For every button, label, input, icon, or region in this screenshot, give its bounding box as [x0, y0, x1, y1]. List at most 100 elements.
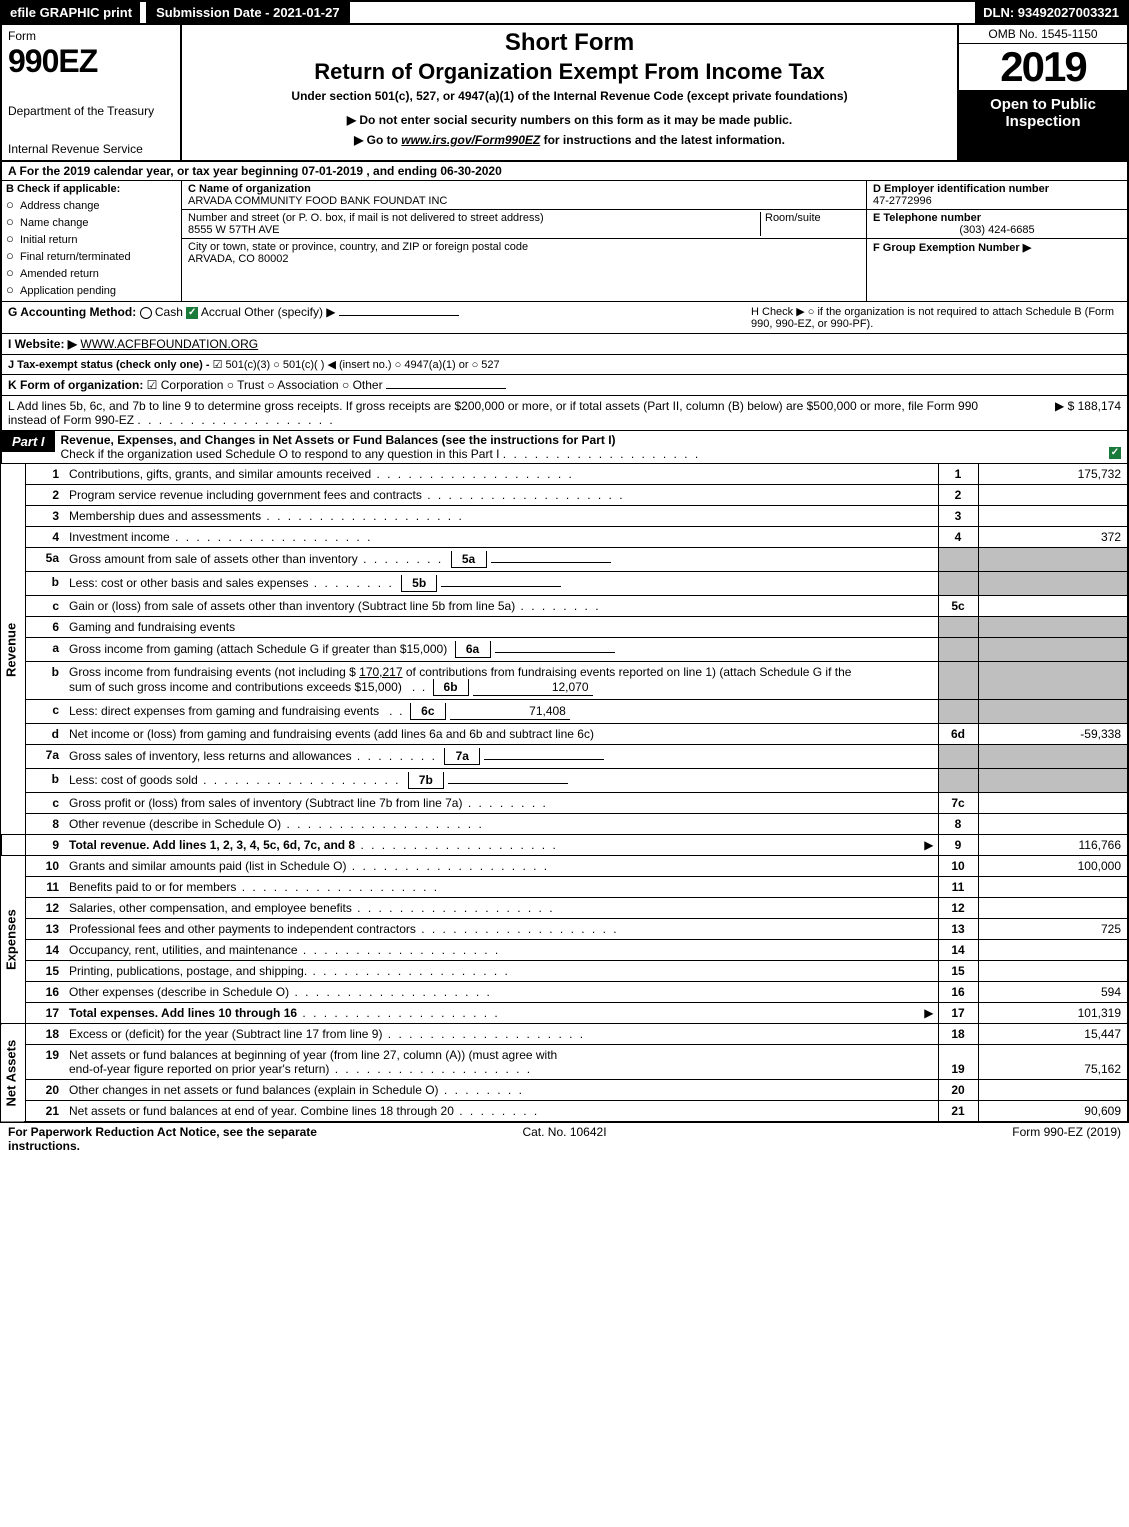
ln16-amt: 594 — [978, 982, 1128, 1003]
ln5b-ibox: 5b — [401, 575, 437, 592]
ln3-desc: Membership dues and assessments — [65, 506, 938, 527]
ln3-num: 3 — [25, 506, 65, 527]
ln21-amt: 90,609 — [978, 1101, 1128, 1123]
ln21-desc: Net assets or fund balances at end of ye… — [65, 1101, 938, 1123]
ln7b-iamt — [448, 781, 568, 784]
ln6-amt — [978, 617, 1128, 638]
ln13-desc: Professional fees and other payments to … — [65, 919, 938, 940]
ln9-num: 9 — [25, 835, 65, 856]
address-value: 8555 W 57TH AVE — [188, 224, 280, 236]
ln5b-box — [938, 572, 978, 596]
ln5b-amt — [978, 572, 1128, 596]
ln20-box: 20 — [938, 1080, 978, 1101]
ln6a-desc: Gross income from gaming (attach Schedul… — [65, 638, 938, 662]
ln6b-ibox: 6b — [433, 679, 469, 696]
ln18-desc: Excess or (deficit) for the year (Subtra… — [65, 1024, 938, 1045]
line-12: 12 Salaries, other compensation, and emp… — [1, 898, 1128, 919]
part1-title-main: Revenue, Expenses, and Changes in Net As… — [61, 433, 616, 447]
header-center: Short Form Return of Organization Exempt… — [182, 25, 957, 160]
ln15-amt — [978, 961, 1128, 982]
ln4-desc: Investment income — [65, 527, 938, 548]
ln14-box: 14 — [938, 940, 978, 961]
chk-address-change[interactable]: Address change — [6, 197, 177, 212]
sub3-pre: ▶ Go to — [354, 133, 401, 147]
footer: For Paperwork Reduction Act Notice, see … — [0, 1123, 1129, 1155]
ln11-desc: Benefits paid to or for members — [65, 877, 938, 898]
ln10-amt: 100,000 — [978, 856, 1128, 877]
cash-radio[interactable] — [140, 307, 152, 319]
l-dots — [137, 413, 334, 427]
ln7b-ibox: 7b — [408, 772, 444, 789]
header-left: Form 990EZ Department of the Treasury In… — [2, 25, 182, 160]
line-13: 13 Professional fees and other payments … — [1, 919, 1128, 940]
section-c: C Name of organization ARVADA COMMUNITY … — [182, 181, 867, 301]
ln12-box: 12 — [938, 898, 978, 919]
group-label: F Group Exemption Number ▶ — [873, 242, 1031, 254]
ln6a-num: a — [25, 638, 65, 662]
ln6a-iamt — [495, 650, 615, 653]
ln19-amt: 75,162 — [978, 1045, 1128, 1080]
ln20-amt — [978, 1080, 1128, 1101]
city-row: City or town, state or province, country… — [182, 239, 866, 267]
form-word: Form — [8, 29, 174, 43]
ln5b-num: b — [25, 572, 65, 596]
ln5a-num: 5a — [25, 548, 65, 572]
ln7a-ibox: 7a — [444, 748, 480, 765]
chk-initial-return[interactable]: Initial return — [6, 231, 177, 246]
chk-final-return[interactable]: Final return/terminated — [6, 248, 177, 263]
ln5b-desc: Less: cost or other basis and sales expe… — [65, 572, 938, 596]
line-5c: c Gain or (loss) from sale of assets oth… — [1, 596, 1128, 617]
line-7c: c Gross profit or (loss) from sales of i… — [1, 793, 1128, 814]
line-4: 4 Investment income 4 372 — [1, 527, 1128, 548]
ln6a-ibox: 6a — [455, 641, 491, 658]
netassets-side-label: Net Assets — [1, 1024, 25, 1123]
footer-center: Cat. No. 10642I — [379, 1125, 750, 1153]
irs-link[interactable]: www.irs.gov/Form990EZ — [401, 133, 540, 147]
ln6c-num: c — [25, 700, 65, 724]
chk-application-pending[interactable]: Application pending — [6, 282, 177, 297]
ln10-box: 10 — [938, 856, 978, 877]
org-name-value: ARVADA COMMUNITY FOOD BANK FOUNDAT INC — [188, 195, 447, 207]
part1-label: Part I — [2, 431, 55, 452]
other-underline — [339, 315, 459, 316]
ln17-amt: 101,319 — [978, 1003, 1128, 1024]
line-6: 6 Gaming and fundraising events — [1, 617, 1128, 638]
line-11: 11 Benefits paid to or for members 11 — [1, 877, 1128, 898]
ln6d-desc: Net income or (loss) from gaming and fun… — [65, 724, 938, 745]
ln6-num: 6 — [25, 617, 65, 638]
ln12-amt — [978, 898, 1128, 919]
ln10-num: 10 — [25, 856, 65, 877]
accrual-check[interactable]: ✓ — [186, 307, 198, 319]
ln7c-desc: Gross profit or (loss) from sales of inv… — [65, 793, 938, 814]
subtitle-1: Under section 501(c), 527, or 4947(a)(1)… — [190, 89, 949, 103]
dept-irs: Internal Revenue Service — [8, 142, 174, 156]
ln7c-amt — [978, 793, 1128, 814]
header-right: OMB No. 1545-1150 2019 Open to Public In… — [957, 25, 1127, 160]
section-b: B Check if applicable: Address change Na… — [2, 181, 182, 301]
section-j: J Tax-exempt status (check only one) - ☑… — [0, 354, 1129, 374]
part1-check[interactable]: ✓ — [1109, 447, 1121, 459]
ln21-num: 21 — [25, 1101, 65, 1123]
ln14-desc: Occupancy, rent, utilities, and maintena… — [65, 940, 938, 961]
line-3: 3 Membership dues and assessments 3 — [1, 506, 1128, 527]
ln16-desc: Other expenses (describe in Schedule O) — [65, 982, 938, 1003]
ln6c-desc: Less: direct expenses from gaming and fu… — [65, 700, 938, 724]
org-name-row: C Name of organization ARVADA COMMUNITY … — [182, 181, 866, 210]
part1-header-row: Part I Revenue, Expenses, and Changes in… — [0, 430, 1129, 463]
ln12-num: 12 — [25, 898, 65, 919]
ln5a-box — [938, 548, 978, 572]
line-8: 8 Other revenue (describe in Schedule O)… — [1, 814, 1128, 835]
efile-print-button[interactable]: efile GRAPHIC print — [2, 2, 142, 23]
website-value[interactable]: WWW.ACFBFOUNDATION.ORG — [80, 337, 258, 351]
submission-date-badge: Submission Date - 2021-01-27 — [146, 2, 350, 23]
line-21: 21 Net assets or fund balances at end of… — [1, 1101, 1128, 1123]
ln6-box — [938, 617, 978, 638]
ln18-box: 18 — [938, 1024, 978, 1045]
line-7b: b Less: cost of goods sold 7b — [1, 769, 1128, 793]
group-row: F Group Exemption Number ▶ — [867, 239, 1127, 256]
l-amount: ▶ $ 188,174 — [1001, 399, 1121, 427]
address-label: Number and street (or P. O. box, if mail… — [188, 212, 544, 224]
chk-name-change[interactable]: Name change — [6, 214, 177, 229]
chk-amended-return[interactable]: Amended return — [6, 265, 177, 280]
ein-row: D Employer identification number 47-2772… — [867, 181, 1127, 210]
